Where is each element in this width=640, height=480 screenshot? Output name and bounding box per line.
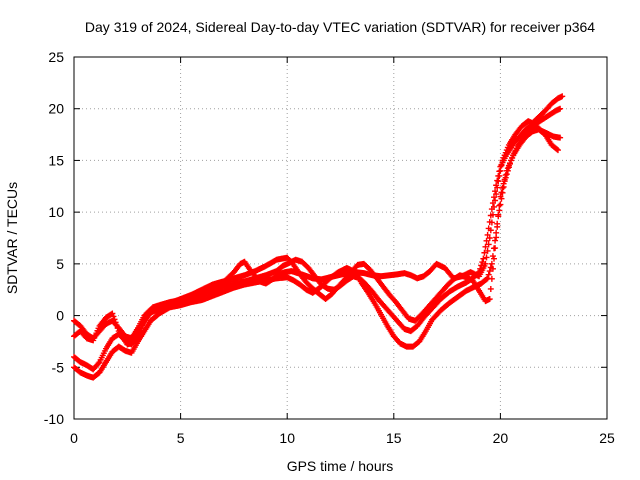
data-point [489,200,496,207]
data-point [483,254,490,261]
y-tick-label: 20 [48,101,64,117]
x-tick-label: 10 [279,430,295,446]
grid [74,57,607,419]
chart-title: Day 319 of 2024, Sidereal Day-to-day VTE… [85,19,595,35]
y-axis-label: SDTVAR / TECUs [4,182,20,294]
data-point [478,262,485,269]
y-tick-label: 25 [48,49,64,65]
x-tick-label: 0 [70,430,78,446]
y-tick-label: 0 [56,308,64,324]
data-point [477,265,484,272]
data-point [501,178,508,185]
data-point [498,195,505,202]
data-point [486,218,493,225]
data-point [483,276,490,283]
data-point [557,105,564,112]
x-tick-label: 20 [493,430,509,446]
data-point [493,191,500,198]
data-point [110,313,117,320]
data-point [505,164,512,171]
data-point [504,167,511,174]
y-tick-label: -10 [44,411,64,427]
data-point [506,160,513,167]
data-series [71,93,566,381]
data-point [493,182,500,189]
x-tick-label: 15 [386,430,402,446]
data-point [496,207,503,214]
data-point [486,235,493,241]
data-point [483,237,490,244]
data-point [484,247,491,254]
data-point [500,183,507,190]
y-tick-label: 5 [56,256,64,272]
y-tick-label: -5 [52,359,65,375]
data-point [484,231,491,238]
y-tick-label: 10 [48,204,64,220]
data-point [479,259,486,266]
data-point [554,147,561,154]
ticks: 0 5 10 15 20 25 -10 -5 0 5 10 15 20 25 [44,49,615,446]
x-tick-label: 5 [177,430,185,446]
data-point [494,177,501,184]
data-point [559,93,566,100]
data-point [109,310,116,317]
x-axis-label: GPS time / hours [287,458,394,474]
data-point [488,206,495,213]
data-point [493,234,500,241]
data-point [487,285,494,292]
y-tick-label: 15 [48,152,64,168]
plot-frame [73,56,608,420]
data-point [485,271,492,278]
data-point [476,269,483,276]
data-point [492,188,499,195]
series-track-4 [71,105,564,342]
data-point [481,249,488,256]
data-point [494,223,501,230]
data-point [492,245,499,252]
data-point [488,275,495,282]
data-point [491,194,498,201]
data-point [553,146,560,153]
data-point [475,270,482,277]
data-point [492,237,499,244]
x-tick-label: 25 [599,430,615,446]
data-point [488,260,495,267]
data-point [482,243,489,250]
data-point [503,171,510,178]
data-point [491,255,498,262]
data-point [480,255,487,262]
data-point [482,260,489,267]
data-point [486,268,493,275]
data-point [495,213,502,220]
data-point [557,134,564,141]
data-point [485,241,492,248]
data-point [495,172,502,179]
data-point [499,189,506,196]
data-point [496,168,503,175]
data-point [502,174,509,181]
data-point [489,265,496,272]
data-point [487,212,494,219]
data-point [95,360,102,367]
data-point [485,225,492,232]
data-point [486,296,493,303]
data-point [497,201,504,208]
